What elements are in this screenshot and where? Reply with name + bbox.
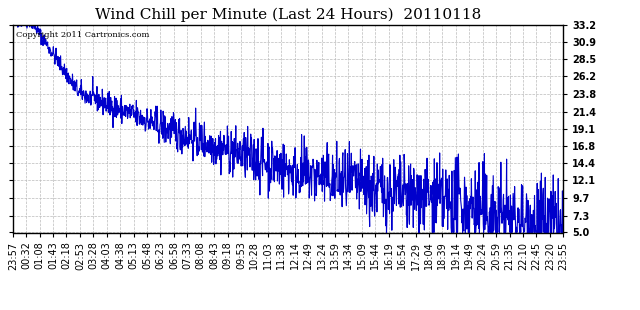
Title: Wind Chill per Minute (Last 24 Hours)  20110118: Wind Chill per Minute (Last 24 Hours) 20… — [95, 8, 481, 22]
Text: Copyright 2011 Cartronics.com: Copyright 2011 Cartronics.com — [15, 31, 149, 39]
